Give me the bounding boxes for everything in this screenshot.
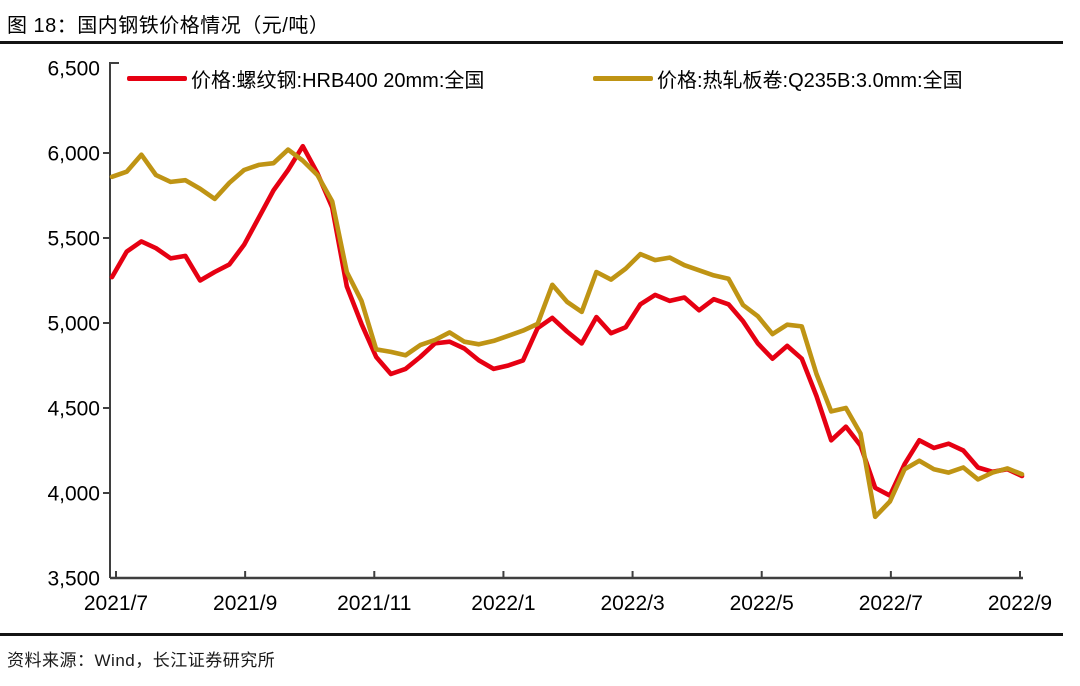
source-note: 资料来源：Wind，长江证券研究所 bbox=[7, 651, 276, 670]
y-axis-label: 3,500 bbox=[47, 568, 100, 591]
x-axis-label: 2022/7 bbox=[859, 592, 923, 615]
figure-title: 图 18：国内钢铁价格情况（元/吨） bbox=[7, 15, 330, 37]
series-line-hrc bbox=[109, 147, 1025, 520]
x-axis-label: 2021/9 bbox=[213, 592, 277, 615]
x-axis-label: 2022/1 bbox=[471, 592, 535, 615]
title-rule bbox=[0, 41, 1063, 44]
x-axis-label: 2022/3 bbox=[600, 592, 664, 615]
x-axis-label: 2021/11 bbox=[337, 592, 411, 615]
y-axis-label: 4,500 bbox=[47, 398, 100, 421]
x-axis-label: 2021/7 bbox=[84, 592, 148, 615]
y-axis-label: 6,500 bbox=[47, 58, 100, 81]
series-line-rebar bbox=[109, 143, 1025, 498]
y-axis-label: 5,500 bbox=[47, 228, 100, 251]
x-axis-label: 2022/9 bbox=[988, 592, 1052, 615]
y-axis-label: 6,000 bbox=[47, 143, 100, 166]
bottom-rule bbox=[0, 633, 1063, 636]
y-axis-label: 5,000 bbox=[47, 313, 100, 336]
x-axis-label: 2022/5 bbox=[730, 592, 794, 615]
y-axis-label: 4,000 bbox=[47, 483, 100, 506]
